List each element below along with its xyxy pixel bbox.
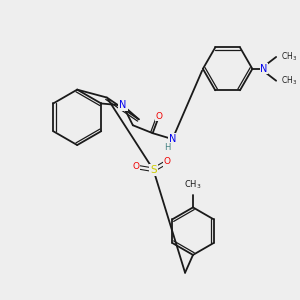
Text: CH$_3$: CH$_3$ bbox=[281, 51, 297, 63]
Text: CH$_3$: CH$_3$ bbox=[281, 74, 297, 87]
Text: S: S bbox=[150, 165, 157, 175]
Text: CH$_3$: CH$_3$ bbox=[184, 178, 202, 190]
Text: N: N bbox=[169, 134, 176, 144]
Text: H: H bbox=[164, 142, 171, 152]
Text: O: O bbox=[132, 162, 139, 171]
Text: N: N bbox=[260, 64, 268, 74]
Text: O: O bbox=[164, 158, 171, 166]
Text: N: N bbox=[119, 100, 127, 110]
Text: O: O bbox=[155, 112, 162, 121]
